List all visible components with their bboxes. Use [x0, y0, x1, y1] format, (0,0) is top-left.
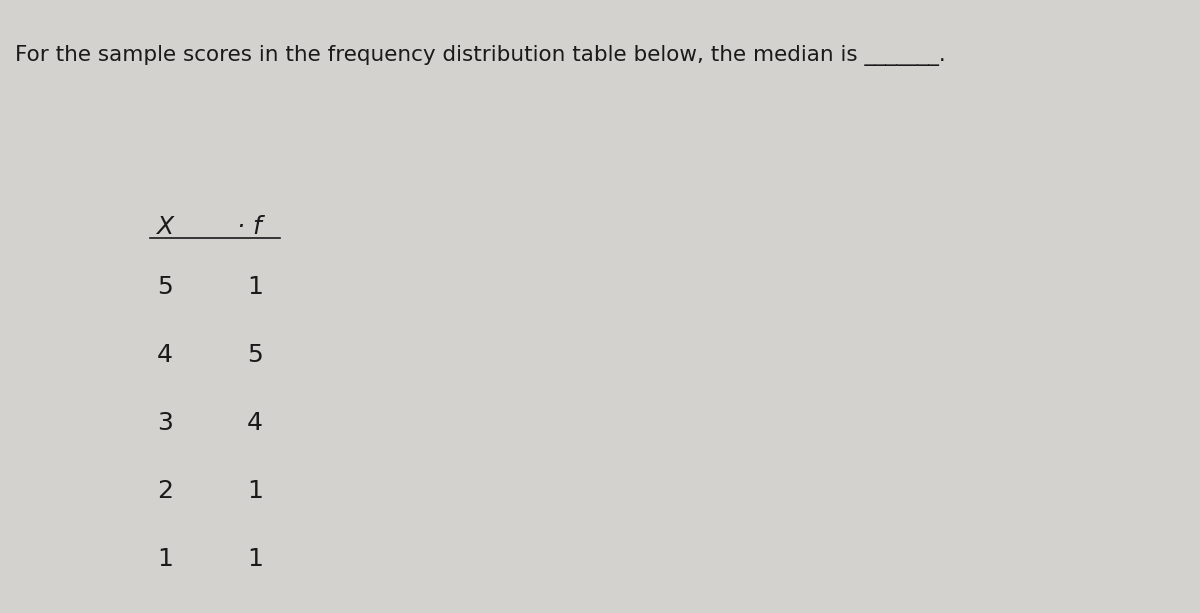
Text: 5: 5 [157, 275, 173, 299]
Text: 2: 2 [157, 479, 173, 503]
Text: 1: 1 [247, 547, 263, 571]
Text: · f: · f [238, 215, 262, 239]
Text: 5: 5 [247, 343, 263, 367]
Text: 4: 4 [157, 343, 173, 367]
Text: X: X [156, 215, 174, 239]
Text: 3: 3 [157, 411, 173, 435]
Text: 1: 1 [247, 479, 263, 503]
Text: For the sample scores in the frequency distribution table below, the median is _: For the sample scores in the frequency d… [14, 45, 946, 66]
Text: 1: 1 [247, 275, 263, 299]
Text: 4: 4 [247, 411, 263, 435]
Text: 1: 1 [157, 547, 173, 571]
